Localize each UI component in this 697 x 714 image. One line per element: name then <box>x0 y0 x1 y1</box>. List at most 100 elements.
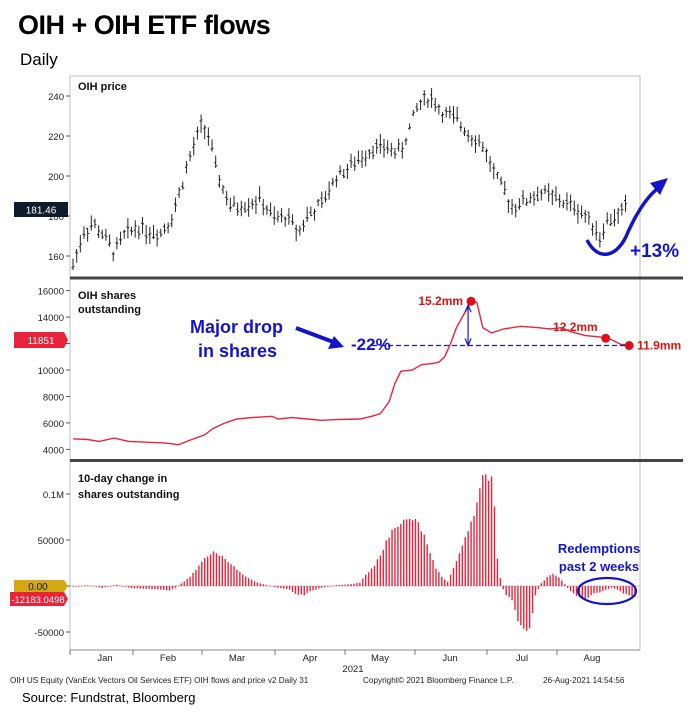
change-bar <box>490 476 493 586</box>
change-bar <box>575 586 578 596</box>
change-bar <box>593 586 595 594</box>
drop-percent: -22% <box>351 335 391 354</box>
change-bar <box>499 577 502 586</box>
change-bar <box>455 561 458 586</box>
zero-badge-label: 0.00 <box>28 582 48 593</box>
change-bar <box>353 583 355 586</box>
change-bar <box>329 586 332 587</box>
change-bar <box>221 555 223 586</box>
change-bar <box>408 518 411 586</box>
y-tick-label: 200 <box>48 172 64 183</box>
change-bar <box>130 586 133 589</box>
last-price-label: 181.46 <box>26 206 57 217</box>
change-bar <box>242 574 244 586</box>
change-bar <box>198 565 200 586</box>
change-bar <box>376 559 379 586</box>
change-bar <box>578 586 581 597</box>
change-bar <box>572 586 575 594</box>
change-bar <box>110 585 112 587</box>
change-bar <box>531 586 534 613</box>
change-bar <box>569 586 572 592</box>
drop-annotation-line-1: Major drop <box>190 317 283 337</box>
change-bar <box>587 586 589 598</box>
change-bar <box>332 585 335 587</box>
y-tick-label: 240 <box>48 92 64 103</box>
change-bar <box>610 586 613 588</box>
change-bar <box>470 521 472 586</box>
change-bar <box>616 586 619 590</box>
gain-annotation: +13% <box>630 241 679 262</box>
change-bar <box>523 586 525 629</box>
change-bar <box>405 519 408 586</box>
meta-timestamp: 26-Aug-2021 14:54:56 <box>543 676 625 685</box>
change-bar <box>370 568 373 586</box>
change-bar <box>622 586 624 594</box>
change-bar <box>400 524 402 586</box>
change-bar <box>253 581 256 586</box>
page-subtitle: Daily <box>20 50 58 69</box>
change-bar <box>157 586 159 590</box>
x-year-label: 2021 <box>342 664 363 675</box>
change-bar <box>356 582 358 586</box>
change-bar <box>385 540 387 586</box>
change-bar <box>549 575 551 586</box>
change-bar <box>444 579 446 586</box>
change-bar <box>517 586 519 622</box>
change-bar <box>373 565 376 586</box>
y-tick-label: 8000 <box>43 392 64 403</box>
change-bar <box>86 585 89 586</box>
change-bar <box>362 578 364 586</box>
change-bar <box>259 583 262 586</box>
change-bar <box>496 558 499 586</box>
change-bar <box>236 569 238 586</box>
y-tick-label: 180 <box>48 212 64 223</box>
change-bar <box>324 586 326 588</box>
change-bar <box>163 586 165 590</box>
change-bar <box>566 586 569 588</box>
change-bar <box>584 586 586 599</box>
change-bar <box>540 583 543 586</box>
change-bar <box>101 586 103 588</box>
y-tick-label: 6000 <box>43 419 64 430</box>
change-bar <box>256 582 259 586</box>
change-bar <box>303 586 305 596</box>
x-tick-label: Mar <box>229 653 245 664</box>
change-bar <box>525 586 528 631</box>
change-bar <box>546 576 548 586</box>
change-bar <box>98 586 101 588</box>
y-tick-label: -50000 <box>34 628 64 639</box>
change-bar <box>452 567 455 586</box>
change-bar <box>81 585 83 587</box>
change-bar <box>195 569 197 586</box>
change-bar <box>511 586 513 601</box>
change-bar <box>367 572 370 586</box>
chart-overlays: 181.46 +13% 15.2mm 12.2mm 11.9mm -22% Major dr… <box>10 178 681 685</box>
change-bar <box>382 549 384 586</box>
panel-label-shares-2: outstanding <box>78 304 141 316</box>
change-bar <box>116 584 118 586</box>
change-bar <box>388 537 390 586</box>
change-bar <box>180 583 183 586</box>
change-bar <box>508 586 510 597</box>
change-bar <box>291 586 294 592</box>
peak-callout: 15.2mm <box>418 294 463 308</box>
trend-arrow <box>585 182 665 257</box>
change-bar <box>265 584 267 586</box>
change-bar <box>122 586 124 587</box>
change-bar <box>151 586 153 590</box>
change-bar <box>394 528 396 586</box>
change-bar <box>344 584 346 586</box>
change-bar <box>341 584 343 586</box>
change-bar <box>271 586 273 587</box>
change-bar <box>165 586 168 591</box>
change-bar <box>244 576 247 586</box>
change-bar <box>476 502 478 586</box>
change-bar <box>75 586 77 587</box>
change-bar <box>318 586 320 589</box>
change-bar <box>274 586 276 588</box>
change-bar <box>379 555 382 586</box>
change-bar <box>605 586 607 590</box>
change-bar <box>555 575 557 586</box>
change-bar <box>119 585 121 586</box>
